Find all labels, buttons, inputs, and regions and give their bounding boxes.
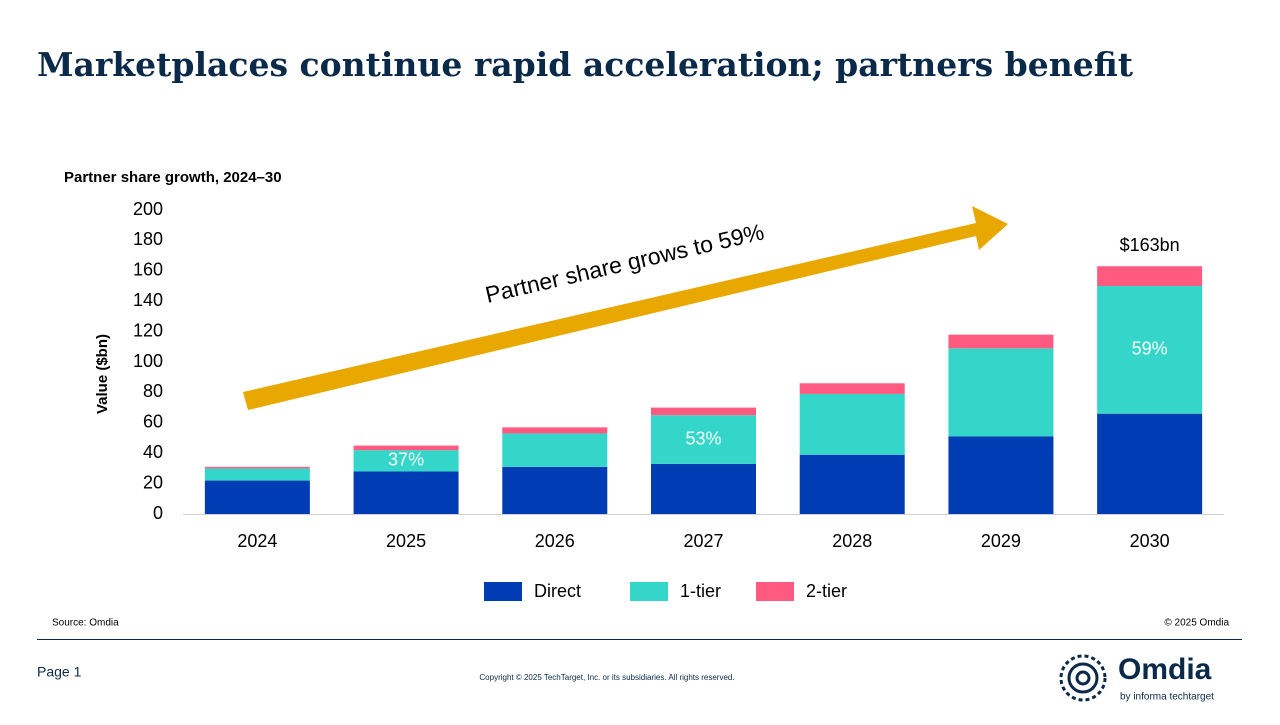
y-tick-label: 100 <box>133 351 163 371</box>
bar-annotation: 59% <box>1132 339 1168 359</box>
legend-swatch <box>484 582 522 601</box>
bar-annotation: 37% <box>388 450 424 470</box>
page-number: Page 1 <box>37 664 82 680</box>
logo-icon <box>1059 654 1107 702</box>
bar-segment <box>799 383 905 394</box>
bar-segment <box>948 334 1054 349</box>
bar-segment <box>1097 413 1203 514</box>
copyright-short: © 2025 Omdia <box>1164 618 1229 629</box>
bar-segment <box>204 468 310 481</box>
legend-label: Direct <box>534 581 581 601</box>
bar-segment <box>1097 286 1203 414</box>
bar-segment <box>651 407 756 416</box>
y-tick-label: 40 <box>143 442 163 462</box>
chart-title: Partner share growth, 2024–30 <box>64 169 282 186</box>
y-tick-label: 0 <box>153 503 163 523</box>
x-tick-label: 2028 <box>832 531 872 551</box>
bar-segment <box>502 427 608 434</box>
y-tick-label: 180 <box>133 229 163 249</box>
bar-segment <box>1097 266 1203 286</box>
y-tick-label: 60 <box>143 412 163 432</box>
bar-segment <box>799 454 905 514</box>
bar-annotation: 53% <box>685 428 721 448</box>
x-tick-label: 2027 <box>683 531 723 551</box>
logo: Omdia <box>1118 653 1212 686</box>
total-annotation: $163bn <box>1120 235 1180 255</box>
x-tick-label: 2024 <box>237 531 277 551</box>
legend-label: 1-tier <box>680 581 721 601</box>
bar-segment <box>204 480 310 514</box>
bar-segment <box>353 445 459 451</box>
bar-segment <box>353 450 459 472</box>
legend-label: 2-tier <box>806 581 847 601</box>
y-tick-label: 20 <box>143 472 163 492</box>
x-tick-label: 2029 <box>981 531 1021 551</box>
source: Source: Omdia <box>52 618 119 629</box>
logo-tagline: by informa techtarget <box>1120 692 1214 703</box>
legend-swatch <box>756 582 794 601</box>
slide-title: Marketplaces continue rapid acceleration… <box>37 45 1134 84</box>
y-tick-label: 120 <box>133 320 163 340</box>
bar-segment <box>502 433 608 467</box>
y-tick-label: 200 <box>133 199 163 219</box>
bar-segment <box>948 436 1054 514</box>
copyright: Copyright © 2025 TechTarget, Inc. or its… <box>479 673 734 682</box>
bar-segment <box>502 466 608 514</box>
bar-segment <box>651 463 756 514</box>
y-tick-label: 80 <box>143 381 163 401</box>
x-tick-label: 2025 <box>386 531 426 551</box>
trend-arrow <box>243 206 1008 410</box>
bar-segment <box>948 348 1054 437</box>
bar-segment <box>204 466 310 469</box>
legend-swatch <box>630 582 668 601</box>
y-tick-label: 160 <box>133 260 163 280</box>
y-axis-label: Value ($bn) <box>94 334 111 414</box>
bar-segment <box>799 393 905 455</box>
bar-segment <box>651 415 756 464</box>
x-tick-label: 2030 <box>1130 531 1170 551</box>
bar-segment <box>353 471 459 514</box>
y-tick-label: 140 <box>133 290 163 310</box>
x-tick-label: 2026 <box>535 531 575 551</box>
